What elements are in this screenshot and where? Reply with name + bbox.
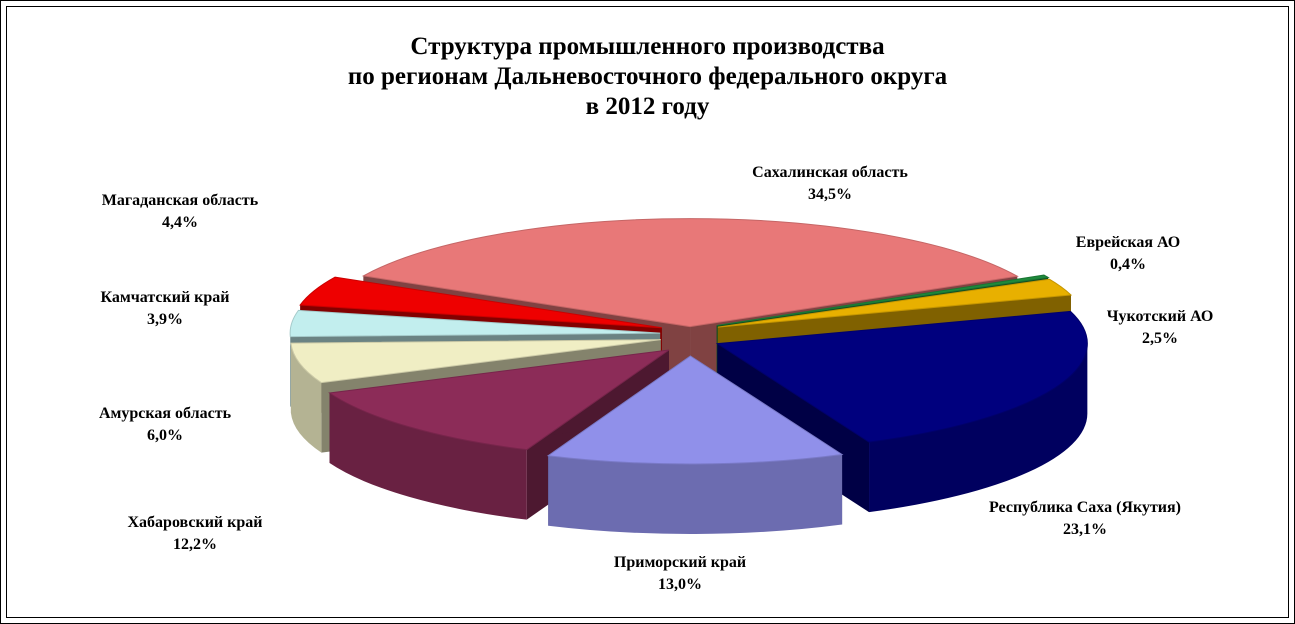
label-name: Магаданская область <box>101 192 259 209</box>
data-label: Магаданская область 4,4% <box>80 190 280 234</box>
label-value: 3,9% <box>147 311 183 328</box>
slice-top <box>361 218 1019 328</box>
label-name: Республика Саха (Якутия) <box>988 499 1182 516</box>
data-label: Амурская область 6,0% <box>65 403 265 447</box>
label-name: Камчатский край <box>100 289 230 306</box>
title-line: Структура промышленного производства <box>410 33 885 60</box>
slice-side <box>548 454 843 534</box>
label-value: 6,0% <box>147 427 183 444</box>
label-value: 4,4% <box>162 214 198 231</box>
label-name: Еврейская АО <box>1075 234 1181 251</box>
slice-side <box>329 392 527 520</box>
data-label: Республика Саха (Якутия) 23,1% <box>985 497 1185 541</box>
label-value: 0,4% <box>1110 256 1146 273</box>
slice-top <box>289 309 661 338</box>
data-label: Сахалинская область 34,5% <box>730 162 930 206</box>
label-name: Хабаровский край <box>127 514 263 531</box>
slice-top <box>328 349 670 451</box>
label-value: 23,1% <box>1063 521 1107 538</box>
slice <box>546 355 844 534</box>
slice <box>715 310 1088 513</box>
label-value: 12,2% <box>173 536 217 553</box>
slice-top <box>290 339 661 384</box>
data-label: Еврейская АО 0,4% <box>1028 232 1228 276</box>
label-value: 2,5% <box>1142 330 1178 347</box>
label-name: Чукотский АО <box>1106 308 1214 325</box>
data-label: Камчатский край 3,9% <box>65 287 265 331</box>
slice-top <box>716 274 1050 326</box>
label-name: Приморский край <box>613 554 747 571</box>
slice-side <box>290 343 322 453</box>
slice-side <box>869 343 1088 513</box>
title-line: по регионам Дальневосточного федеральног… <box>347 63 948 90</box>
slice-top <box>546 355 844 465</box>
label-name: Амурская область <box>98 405 232 422</box>
label-name: Сахалинская область <box>752 164 908 181</box>
title-line: в 2012 году <box>585 93 710 120</box>
slice-top <box>299 276 662 329</box>
data-label: Чукотский АО 2,5% <box>1060 306 1260 350</box>
label-value: 34,5% <box>808 186 852 203</box>
data-label: Хабаровский край 12,2% <box>95 512 295 556</box>
label-value: 13,0% <box>658 576 702 593</box>
slice-top <box>715 310 1088 443</box>
inner-frame <box>6 6 1289 618</box>
chart-title: Структура промышленного производства по … <box>0 32 1295 122</box>
data-label: Приморский край 13,0% <box>580 552 780 596</box>
slice-top <box>717 278 1073 328</box>
